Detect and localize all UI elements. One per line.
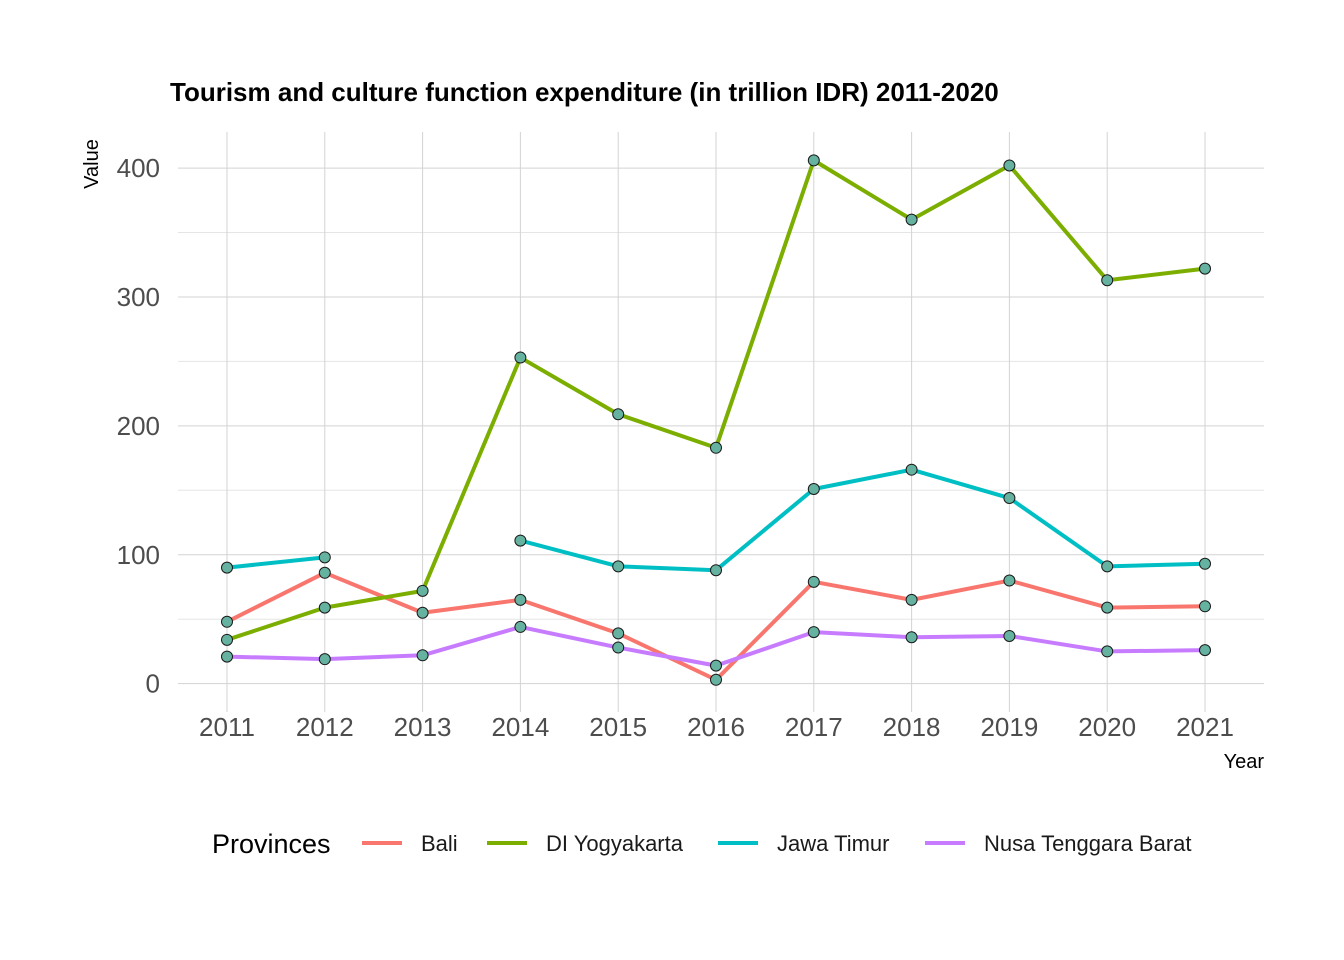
data-point-bali <box>807 575 820 588</box>
data-point-bali <box>905 593 918 606</box>
data-point-jawa-timur <box>1003 492 1016 505</box>
x-tick-label: 2020 <box>1078 712 1136 742</box>
data-point-nusa-tenggara-barat <box>905 631 918 644</box>
x-tick-label: 2018 <box>883 712 941 742</box>
y-tick-label: 200 <box>117 411 160 441</box>
data-point-nusa-tenggara-barat <box>416 649 429 662</box>
x-tick-label: 2015 <box>589 712 647 742</box>
legend-items: Bali DI Yogyakarta Jawa Timur Nusa Tenggara… <box>362 831 1192 856</box>
x-tick-label: 2012 <box>296 712 354 742</box>
data-point-bali <box>1199 600 1211 613</box>
data-point-nusa-tenggara-barat <box>1003 629 1016 642</box>
data-point-bali <box>221 615 233 628</box>
series-line-jawa-timur <box>226 555 326 570</box>
data-point-di-yogyakarta <box>1101 274 1114 287</box>
data-point-jawa-timur <box>612 560 625 573</box>
data-point-bali <box>612 627 625 640</box>
data-point-di-yogyakarta <box>514 351 527 364</box>
data-point-jawa-timur <box>514 534 527 547</box>
legend-item-jawa-timur: Jawa Timur <box>718 831 889 856</box>
data-point-di-yogyakarta <box>612 408 625 421</box>
data-point-bali <box>1003 574 1016 587</box>
data-point-nusa-tenggara-barat <box>710 659 722 672</box>
legend-label: Bali <box>421 831 458 856</box>
data-point-di-yogyakarta <box>1199 262 1211 275</box>
data-points <box>221 154 1211 686</box>
x-axis-title: Year <box>1224 751 1265 773</box>
legend-label: Jawa Timur <box>777 831 889 856</box>
legend-item-bali: Bali <box>362 831 458 856</box>
data-point-jawa-timur <box>1199 557 1211 570</box>
data-point-di-yogyakarta <box>905 213 918 226</box>
data-point-jawa-timur <box>1101 560 1114 573</box>
x-tick-label: 2013 <box>394 712 452 742</box>
data-point-nusa-tenggara-barat <box>318 653 331 666</box>
data-point-jawa-timur <box>710 564 722 577</box>
y-tick-label: 100 <box>117 540 160 570</box>
x-axis-ticks: 2011 2012 2013 2014 2015 2016 2017 2018 2019 2020… <box>199 712 1234 742</box>
data-point-jawa-timur <box>905 463 918 476</box>
data-point-jawa-timur <box>318 551 331 564</box>
y-tick-label: 400 <box>117 153 160 183</box>
legend-label: DI Yogyakarta <box>546 831 684 856</box>
data-point-di-yogyakarta <box>318 601 331 614</box>
legend-item-nusa-tenggara-barat: Nusa Tenggara Barat <box>925 831 1192 856</box>
data-point-nusa-tenggara-barat <box>221 650 233 663</box>
y-axis-ticks: 0 100 200 300 400 <box>117 153 160 699</box>
data-point-nusa-tenggara-barat <box>514 620 527 633</box>
x-tick-label: 2014 <box>491 712 549 742</box>
data-point-bali <box>710 673 722 686</box>
chart-title: Tourism and culture function expenditure… <box>170 77 999 107</box>
x-tick-label: 2019 <box>980 712 1038 742</box>
grid <box>178 132 1264 712</box>
series-line-jawa-timur <box>519 467 1206 573</box>
y-tick-label: 300 <box>117 282 160 312</box>
data-point-di-yogyakarta <box>221 633 233 646</box>
legend-label: Nusa Tenggara Barat <box>984 831 1192 856</box>
data-point-di-yogyakarta <box>807 154 820 167</box>
legend-item-di-yogyakarta: DI Yogyakarta <box>487 831 684 856</box>
x-tick-label: 2021 <box>1176 712 1234 742</box>
data-point-di-yogyakarta <box>416 584 429 597</box>
x-tick-label: 2016 <box>687 712 745 742</box>
data-point-di-yogyakarta <box>1003 159 1016 172</box>
data-point-jawa-timur <box>807 483 820 496</box>
legend-title: Provinces <box>212 829 331 859</box>
data-point-bali <box>416 606 429 619</box>
data-point-nusa-tenggara-barat <box>1101 645 1114 658</box>
data-point-bali <box>318 566 331 579</box>
data-point-di-yogyakarta <box>710 441 722 454</box>
data-point-nusa-tenggara-barat <box>1199 644 1211 657</box>
x-tick-label: 2011 <box>199 712 255 742</box>
y-axis-title: Value <box>81 139 103 189</box>
y-tick-label: 0 <box>146 669 160 699</box>
data-point-nusa-tenggara-barat <box>807 626 820 639</box>
data-point-bali <box>514 593 527 606</box>
x-tick-label: 2017 <box>785 712 843 742</box>
data-point-nusa-tenggara-barat <box>612 641 625 654</box>
legend: Provinces Bali DI Yogyakarta Jawa Timur Nus… <box>212 829 1192 859</box>
data-point-bali <box>1101 601 1114 614</box>
data-point-jawa-timur <box>221 561 233 574</box>
